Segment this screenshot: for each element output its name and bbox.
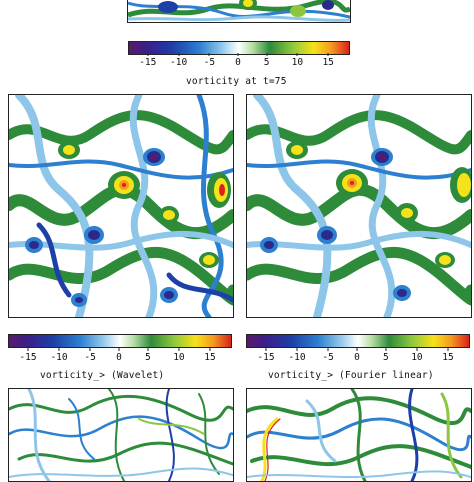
tick-label: -15: [19, 352, 37, 363]
colorbar-wavelet: [8, 334, 232, 348]
left-vorticity-field: [9, 95, 233, 317]
tick-label: 15: [442, 352, 454, 363]
tick-label: -10: [50, 352, 68, 363]
left-vorticity-panel: [8, 94, 234, 318]
tick-label: 0: [235, 57, 241, 68]
tick-label: 15: [204, 352, 216, 363]
tick-label: -5: [322, 352, 334, 363]
right-vorticity-field: [247, 95, 471, 317]
tick-label: -15: [257, 352, 275, 363]
top-vorticity-panel: [127, 0, 351, 23]
tick-label: -5: [84, 352, 96, 363]
bottom-right-filament-panel: [246, 388, 472, 482]
top-vorticity-field: [128, 0, 350, 22]
bottom-left-filament-field: [9, 389, 233, 481]
tick-label: 10: [411, 352, 423, 363]
bottom-right-filament-field: [247, 389, 471, 481]
right-vorticity-panel: [246, 94, 472, 318]
tick-label: 5: [382, 352, 389, 363]
tick-label: -10: [170, 57, 188, 68]
tick-label: -10: [288, 352, 306, 363]
tick-label: 0: [116, 352, 122, 363]
tick-label: 15: [322, 57, 334, 68]
tick-label: -15: [139, 57, 157, 68]
colorbar-top-caption: vorticity at t=75: [186, 76, 287, 87]
colorbar-wavelet-caption: vorticity_> (Wavelet): [40, 370, 165, 381]
tick-label: 10: [291, 57, 304, 68]
tick-label: 5: [144, 352, 151, 363]
tick-label: 0: [354, 352, 360, 363]
colorbar-wavelet-ticks: -15 -10 -5 0 5 10 15: [8, 348, 230, 364]
bottom-left-filament-panel: [8, 388, 234, 482]
tick-label: -5: [203, 57, 216, 68]
tick-label: 5: [263, 57, 270, 68]
colorbar-fourier-ticks: -15 -10 -5 0 5 10 15: [246, 348, 468, 364]
colorbar-fourier: [246, 334, 470, 348]
tick-label: 10: [173, 352, 185, 363]
colorbar-top-ticks: -15 -10 -5 0 5 10 15: [128, 53, 348, 69]
colorbar-top: [128, 41, 350, 55]
colorbar-fourier-caption: vorticity_> (Fourier linear): [268, 370, 434, 381]
